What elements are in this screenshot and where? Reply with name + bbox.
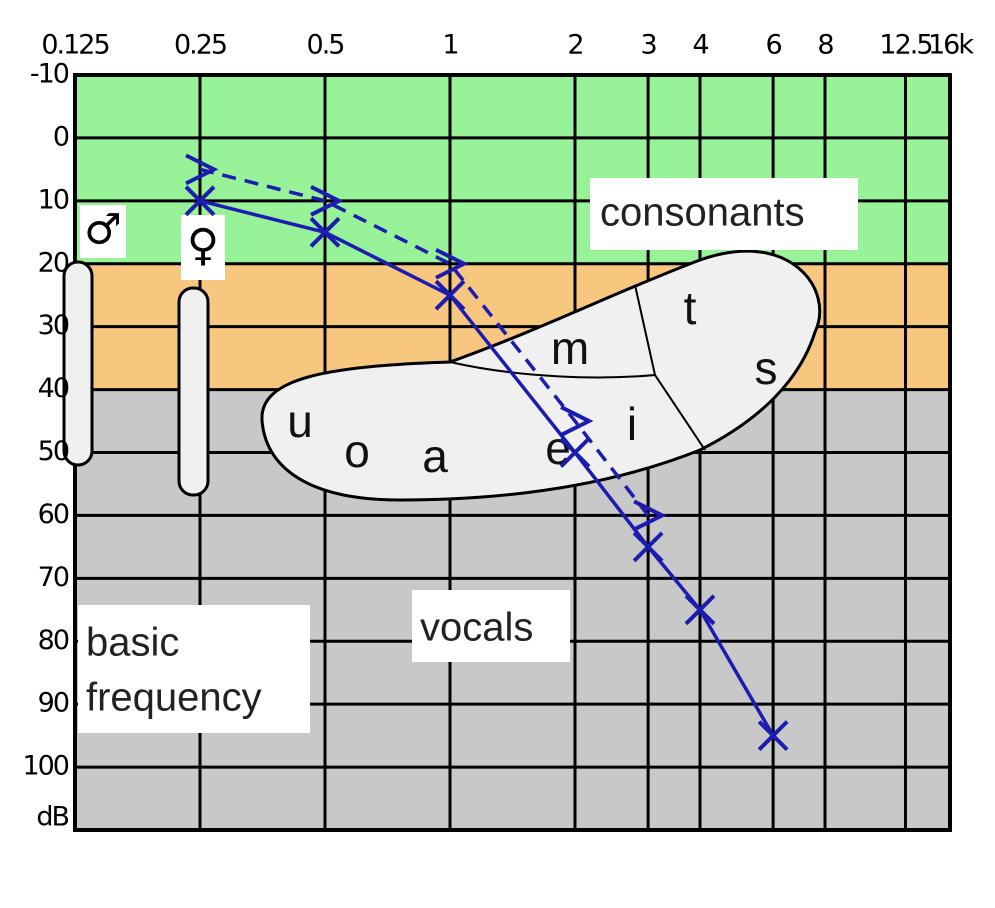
speech-sound: s [755, 342, 778, 394]
male-box [80, 205, 126, 258]
y-tick-label: -10 [30, 59, 69, 90]
vocals-label: vocals [420, 606, 533, 650]
series [184, 153, 789, 752]
x-tick-label: 0.125 [41, 30, 108, 61]
x-tick-label: 0.25 [174, 30, 226, 61]
point-marker [632, 531, 664, 563]
y-tick-label: 50 [38, 436, 69, 467]
y-axis-label: dB [36, 802, 68, 833]
y-tick-label: 100 [22, 751, 68, 782]
consonants-label: consonants [600, 191, 805, 235]
vocals-box [412, 590, 570, 662]
y-tick-label: 40 [38, 373, 69, 404]
basic-label: basic [86, 621, 179, 665]
point-marker [633, 499, 667, 532]
x-tick-label: 16k [928, 30, 974, 61]
y-tick-label: 30 [38, 310, 69, 341]
point-marker [309, 216, 341, 248]
speech-sound: m [551, 322, 589, 374]
basic-frequency-box [78, 605, 310, 733]
series-line [199, 167, 650, 517]
point-marker [184, 185, 216, 217]
point-marker [559, 437, 591, 468]
speech-sound: t [684, 282, 697, 334]
x-tick-label: 6 [766, 30, 782, 61]
male-symbol: ♂ [84, 205, 122, 254]
x-tick-label: 3 [641, 30, 657, 61]
frequency-label: frequency [86, 676, 262, 720]
consonants-box [590, 178, 858, 250]
x-tick-label: 0.5 [307, 30, 344, 61]
x-tick-label: 2 [567, 30, 582, 61]
point-marker [435, 247, 469, 280]
x-tick-label: 8 [817, 30, 833, 61]
x-tick-label: 12.5 [879, 30, 931, 61]
female-range [177, 286, 210, 497]
point-marker [684, 594, 716, 626]
speech-sound: i [627, 398, 637, 450]
speech-sound: a [422, 430, 448, 482]
point-marker [757, 720, 789, 752]
female-box [181, 215, 225, 280]
point-marker [560, 405, 594, 437]
y-tick-label: 0 [53, 121, 69, 152]
male-range [62, 260, 94, 467]
y-tick-label: 70 [38, 562, 69, 593]
speech-sound: o [344, 425, 370, 477]
y-tick-label: 20 [38, 247, 69, 278]
point-marker [310, 185, 344, 217]
female-symbol: ♀ [187, 220, 219, 271]
point-marker [185, 153, 219, 186]
banana-divisions [449, 284, 706, 451]
y-tick-label: 10 [38, 184, 69, 215]
speech-sound: u [287, 395, 313, 447]
y-tick-label: 60 [38, 499, 69, 530]
x-tick-label: 1 [442, 30, 457, 61]
point-marker [434, 279, 466, 311]
y-tick-label: 80 [38, 625, 69, 656]
y-tick-label: 90 [38, 688, 69, 719]
x-tick-label: 4 [692, 30, 708, 61]
